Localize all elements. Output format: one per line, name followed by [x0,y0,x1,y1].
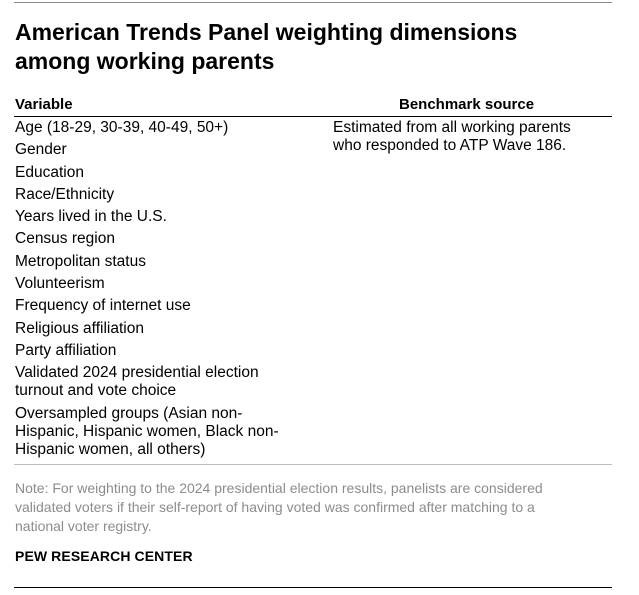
variable-row: Oversampled groups (Asian non- Hispanic, … [15,405,325,459]
variable-label: Years lived in the U.S. [15,208,167,226]
note-line: validated voters if their self-report of… [15,499,535,515]
variable-label: Gender [15,141,67,159]
variable-row: Race/Ethnicity [15,186,325,204]
variable-label: Volunteerism [15,275,105,293]
variable-label: Metropolitan status [15,252,146,270]
variable-row: Validated 2024 presidential election turn… [15,364,325,400]
variable-row: Metropolitan status [15,253,325,271]
variable-row: Education [15,164,325,182]
top-rule [14,2,612,3]
variable-row: Gender [15,141,325,159]
variable-row: Party affiliation [15,342,325,360]
variable-label: Frequency of internet use [15,297,191,315]
title-line-2: among working parents [15,48,275,74]
variable-row: Volunteerism [15,275,325,293]
source-credit: PEW RESEARCH CENTER [15,548,193,564]
variable-label: Hispanic women, all others) [15,440,206,458]
column-header-variable: Variable [15,96,73,113]
page-title: American Trends Panel weighting dimensio… [15,18,615,76]
note-line: Note: For weighting to the 2024 presiden… [15,480,543,496]
table-bottom-rule [14,464,612,465]
variables-list: Age (18-29, 30-39, 40-49, 50+) Gender Educ… [15,119,325,463]
variable-label: Age (18-29, 30-39, 40-49, 50+) [15,119,229,136]
variable-row: Age (18-29, 30-39, 40-49, 50+) [15,119,325,137]
variable-row: Frequency of internet use [15,297,325,315]
variable-row: Religious affiliation [15,320,325,338]
variable-label: Census region [15,230,115,248]
variable-label: turnout and vote choice [15,382,177,400]
header-rule [14,116,612,117]
title-line-1: American Trends Panel weighting dimensio… [15,19,518,45]
benchmark-line: Estimated from all working parents [333,119,571,136]
variable-label: Religious affiliation [15,319,144,337]
variable-label: Hispanic, Hispanic women, Black non- [15,422,279,440]
benchmark-source-cell: Estimated from all working parents who r… [333,119,623,155]
note: Note: For weighting to the 2024 presiden… [15,479,615,536]
bottom-rule [14,587,612,588]
variable-label: Race/Ethnicity [15,185,115,203]
variable-label: Education [15,163,84,181]
variable-label: Party affiliation [15,341,117,359]
variable-row: Years lived in the U.S. [15,208,325,226]
variable-label: Validated 2024 presidential election [15,364,259,382]
benchmark-line: who responded to ATP Wave 186. [333,137,567,154]
note-line: national voter registry. [15,518,152,534]
variable-label: Oversampled groups (Asian non- [15,404,243,422]
column-header-benchmark-source: Benchmark source [399,96,535,113]
variable-row: Census region [15,230,325,248]
